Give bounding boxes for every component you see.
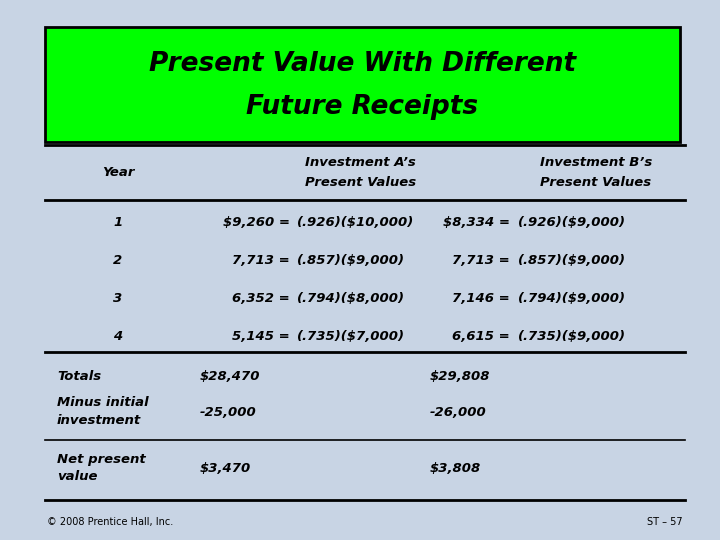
Text: Totals: Totals: [57, 370, 101, 383]
Text: 4: 4: [113, 329, 122, 342]
Text: Present Values: Present Values: [305, 176, 416, 188]
Text: $8,334 =: $8,334 =: [443, 215, 510, 228]
Text: Year: Year: [102, 165, 134, 179]
Text: Investment B’s: Investment B’s: [540, 156, 652, 168]
Text: © 2008 Prentice Hall, Inc.: © 2008 Prentice Hall, Inc.: [47, 517, 174, 527]
Text: -25,000: -25,000: [200, 406, 257, 419]
Text: Present Value With Different: Present Value With Different: [149, 51, 576, 77]
Text: Future Receipts: Future Receipts: [246, 94, 479, 120]
Text: 1: 1: [113, 215, 122, 228]
Text: 7,146 =: 7,146 =: [452, 292, 510, 305]
Text: Net present: Net present: [57, 453, 145, 465]
Text: $28,470: $28,470: [200, 370, 261, 383]
Text: (.857)($9,000): (.857)($9,000): [297, 253, 405, 267]
Text: (.926)($10,000): (.926)($10,000): [297, 215, 414, 228]
Text: Present Values: Present Values: [540, 176, 651, 188]
Text: 6,615 =: 6,615 =: [452, 329, 510, 342]
Text: (.735)($7,000): (.735)($7,000): [297, 329, 405, 342]
Text: (.794)($8,000): (.794)($8,000): [297, 292, 405, 305]
Text: 3: 3: [113, 292, 122, 305]
Text: -26,000: -26,000: [430, 406, 487, 419]
Text: investment: investment: [57, 415, 141, 428]
Text: 7,713 =: 7,713 =: [452, 253, 510, 267]
Text: $3,808: $3,808: [430, 462, 481, 475]
Text: ST – 57: ST – 57: [647, 517, 683, 527]
Text: Investment A’s: Investment A’s: [305, 156, 415, 168]
Text: $29,808: $29,808: [430, 370, 490, 383]
Text: 7,713 =: 7,713 =: [233, 253, 290, 267]
FancyBboxPatch shape: [45, 27, 680, 142]
Text: value: value: [57, 470, 97, 483]
Text: $3,470: $3,470: [200, 462, 251, 475]
Text: (.735)($9,000): (.735)($9,000): [518, 329, 626, 342]
Text: (.794)($9,000): (.794)($9,000): [518, 292, 626, 305]
Text: $9,260 =: $9,260 =: [223, 215, 290, 228]
Text: Minus initial: Minus initial: [57, 396, 148, 409]
Text: (.857)($9,000): (.857)($9,000): [518, 253, 626, 267]
Text: 2: 2: [113, 253, 122, 267]
Text: 5,145 =: 5,145 =: [233, 329, 290, 342]
Text: (.926)($9,000): (.926)($9,000): [518, 215, 626, 228]
Text: 6,352 =: 6,352 =: [233, 292, 290, 305]
